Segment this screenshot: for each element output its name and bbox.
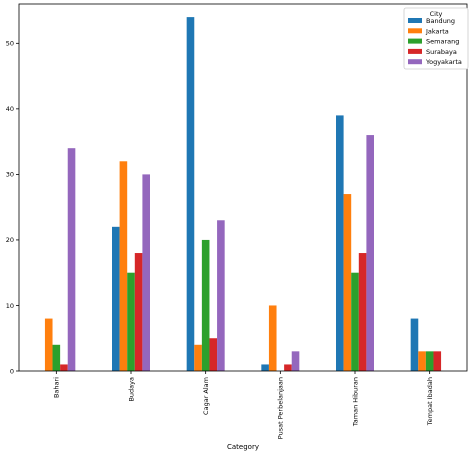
y-tick-label: 10 bbox=[6, 302, 14, 310]
bar bbox=[112, 226, 120, 371]
bar bbox=[194, 344, 202, 371]
bar bbox=[142, 174, 150, 371]
legend-swatch bbox=[408, 59, 422, 65]
bar bbox=[336, 115, 344, 371]
x-tick-label: Pusat Perbelanjaan bbox=[277, 377, 285, 439]
legend-entry: Semarang bbox=[426, 38, 459, 46]
bar bbox=[67, 148, 76, 371]
bar bbox=[44, 318, 53, 371]
x-tick-label: Budaya bbox=[127, 377, 135, 402]
x-tick-label: Taman Hiburan bbox=[351, 377, 359, 427]
legend-entry: Jakarta bbox=[425, 27, 449, 35]
bar bbox=[261, 364, 269, 371]
bar bbox=[418, 351, 426, 371]
bar bbox=[268, 305, 277, 371]
bar bbox=[343, 194, 352, 371]
plot-area: 0 10 20 30 40 50 Bahari Budaya Cagar Alam Pusat P… bbox=[6, 3, 468, 439]
bar bbox=[60, 364, 68, 371]
y-tick-label: 50 bbox=[6, 40, 14, 48]
legend-entry: Yogyakarta bbox=[425, 58, 462, 66]
bar bbox=[134, 253, 143, 371]
legend-entry: Surabaya bbox=[426, 48, 457, 56]
legend-entry: Bandung bbox=[426, 17, 455, 25]
legend-swatch bbox=[408, 38, 422, 44]
bar bbox=[291, 351, 300, 371]
x-axis-label: Category bbox=[227, 443, 259, 451]
legend-swatch bbox=[408, 48, 422, 54]
bar bbox=[284, 364, 292, 371]
legend-swatch bbox=[408, 28, 422, 34]
bar bbox=[217, 220, 225, 371]
bar bbox=[52, 344, 61, 371]
axes-frame bbox=[18, 3, 468, 372]
bar bbox=[358, 253, 367, 371]
y-tick-label: 20 bbox=[6, 236, 14, 244]
y-tick-label: 40 bbox=[6, 105, 14, 113]
x-tick-label: Cagar Alam bbox=[202, 377, 210, 415]
bar bbox=[410, 318, 419, 371]
x-tick-label: Bahari bbox=[53, 377, 61, 398]
legend-title: City bbox=[430, 10, 443, 18]
x-tick-label: Tempat Ibadah bbox=[426, 377, 434, 426]
bar bbox=[433, 351, 442, 371]
bar bbox=[425, 351, 434, 371]
y-tick-label: 0 bbox=[10, 367, 14, 375]
bar bbox=[127, 272, 135, 371]
bar bbox=[351, 272, 359, 371]
bar bbox=[186, 17, 195, 372]
legend-swatch bbox=[408, 18, 422, 23]
bar bbox=[201, 239, 210, 371]
legend: City Bandung Jakarta Semarang Surabaya Yogya… bbox=[403, 7, 469, 70]
bar bbox=[366, 135, 374, 371]
y-tick-label: 30 bbox=[6, 171, 14, 179]
bar bbox=[209, 338, 218, 371]
bar bbox=[119, 161, 128, 371]
